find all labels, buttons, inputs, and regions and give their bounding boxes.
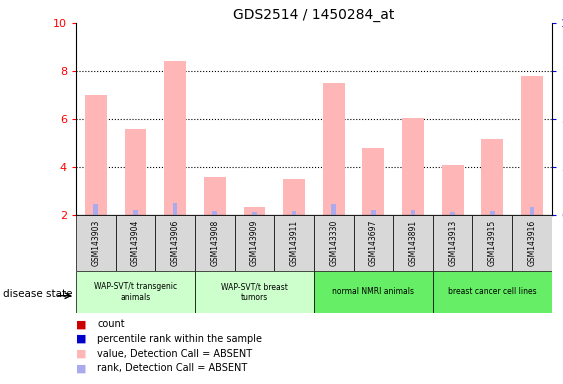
Bar bbox=[85, 95, 107, 215]
Text: GSM143913: GSM143913 bbox=[448, 220, 457, 266]
Bar bbox=[155, 215, 195, 271]
Bar bbox=[124, 129, 146, 215]
Text: ■: ■ bbox=[76, 334, 87, 344]
Bar bbox=[512, 215, 552, 271]
Bar bbox=[314, 271, 433, 313]
Text: GSM143906: GSM143906 bbox=[171, 220, 180, 266]
Bar bbox=[204, 177, 226, 215]
Text: disease state: disease state bbox=[3, 289, 72, 299]
Text: count: count bbox=[97, 319, 125, 329]
Text: GSM143903: GSM143903 bbox=[91, 220, 100, 266]
Text: rank, Detection Call = ABSENT: rank, Detection Call = ABSENT bbox=[97, 363, 248, 373]
Text: GSM143904: GSM143904 bbox=[131, 220, 140, 266]
Text: WAP-SVT/t breast
tumors: WAP-SVT/t breast tumors bbox=[221, 282, 288, 301]
Bar bbox=[195, 215, 235, 271]
Bar bbox=[410, 210, 415, 215]
Bar bbox=[244, 207, 265, 215]
Bar bbox=[433, 215, 472, 271]
Text: ■: ■ bbox=[76, 349, 87, 359]
Text: normal NMRI animals: normal NMRI animals bbox=[332, 287, 414, 296]
Text: ■: ■ bbox=[76, 363, 87, 373]
Bar bbox=[323, 83, 345, 215]
Bar bbox=[292, 211, 297, 215]
Bar bbox=[76, 271, 195, 313]
Bar bbox=[173, 203, 177, 215]
Bar bbox=[450, 212, 455, 215]
Bar bbox=[235, 215, 274, 271]
Bar bbox=[363, 148, 384, 215]
Bar bbox=[331, 204, 336, 215]
Text: GSM143915: GSM143915 bbox=[488, 220, 497, 266]
Bar bbox=[530, 207, 534, 215]
Bar bbox=[115, 215, 155, 271]
Text: GSM143891: GSM143891 bbox=[409, 220, 418, 266]
Bar bbox=[252, 212, 257, 215]
Text: GSM143916: GSM143916 bbox=[528, 220, 537, 266]
Bar bbox=[433, 271, 552, 313]
Bar bbox=[481, 139, 503, 215]
Bar bbox=[521, 76, 543, 215]
Bar bbox=[314, 215, 354, 271]
Text: breast cancer cell lines: breast cancer cell lines bbox=[448, 287, 537, 296]
Bar bbox=[472, 215, 512, 271]
Bar bbox=[274, 215, 314, 271]
Bar bbox=[283, 179, 305, 215]
Text: ■: ■ bbox=[76, 319, 87, 329]
Bar bbox=[371, 210, 376, 215]
Title: GDS2514 / 1450284_at: GDS2514 / 1450284_at bbox=[233, 8, 395, 22]
Bar bbox=[76, 215, 115, 271]
Text: WAP-SVT/t transgenic
animals: WAP-SVT/t transgenic animals bbox=[94, 282, 177, 301]
Text: GSM143908: GSM143908 bbox=[210, 220, 219, 266]
Bar bbox=[133, 210, 138, 215]
Bar bbox=[402, 118, 424, 215]
Text: value, Detection Call = ABSENT: value, Detection Call = ABSENT bbox=[97, 349, 253, 359]
Text: GSM143330: GSM143330 bbox=[329, 220, 338, 266]
Bar bbox=[354, 215, 393, 271]
Text: GSM143697: GSM143697 bbox=[369, 220, 378, 266]
Bar bbox=[393, 215, 433, 271]
Bar bbox=[442, 165, 463, 215]
Bar bbox=[212, 212, 217, 215]
Bar bbox=[164, 61, 186, 215]
Bar bbox=[195, 271, 314, 313]
Text: percentile rank within the sample: percentile rank within the sample bbox=[97, 334, 262, 344]
Bar bbox=[93, 204, 98, 215]
Bar bbox=[490, 212, 495, 215]
Text: GSM143911: GSM143911 bbox=[289, 220, 298, 266]
Text: GSM143909: GSM143909 bbox=[250, 220, 259, 266]
